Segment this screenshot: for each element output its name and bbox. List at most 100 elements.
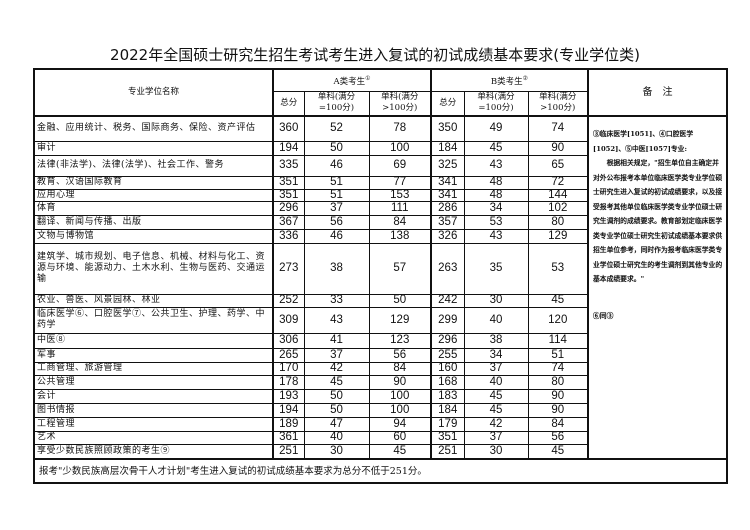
score-b-single-over: 74 — [527, 115, 589, 142]
score-b-total: 341 — [430, 175, 465, 190]
score-a-single-over: 90 — [368, 374, 432, 390]
remarks-line2: ⑥同③ — [593, 311, 614, 320]
score-b-total: 350 — [430, 115, 465, 142]
score-a-total: 194 — [272, 402, 305, 418]
remarks-cell: ③临床医学[1051]、④口腔医学[1052]、⑤中医[1057]专业: 根据相… — [587, 115, 728, 460]
score-b-single100: 45 — [463, 402, 529, 418]
score-b-single-over: 90 — [527, 402, 589, 418]
score-a-total: 360 — [272, 115, 305, 142]
score-b-single100: 48 — [463, 175, 529, 190]
score-a-single-over: 100 — [368, 402, 432, 418]
score-b-total: 255 — [430, 347, 465, 363]
score-a-total: 194 — [272, 140, 305, 156]
score-b-total: 325 — [430, 154, 465, 177]
score-b-single-over: 90 — [527, 140, 589, 156]
score-b-single-over: 74 — [527, 361, 589, 376]
footer-note: 报考"少数民族高层次骨干人才计划"考生进入复试的初试成绩基本要求为总分不低于25… — [33, 458, 728, 484]
score-b-single100: 30 — [463, 443, 529, 460]
score-a-single100: 30 — [303, 443, 370, 460]
table-row: 会计 193 50 100 183 45 90 — [33, 388, 727, 404]
major-name: 中医⑧ — [33, 332, 274, 349]
score-b-single100: 34 — [463, 347, 529, 363]
major-name: 工商管理、旅游管理 — [33, 361, 274, 376]
score-b-single100: 40 — [463, 306, 529, 334]
score-a-total: 265 — [272, 347, 305, 363]
score-a-single100: 45 — [303, 374, 370, 390]
score-a-single-over: 45 — [368, 443, 432, 460]
score-b-single100: 53 — [463, 214, 529, 230]
score-b-total: 299 — [430, 306, 465, 334]
major-name: 会计 — [33, 388, 274, 404]
table-row: 建筑学、城市规划、电子信息、机械、材料与化工、资源与环境、能源动力、土木水利、生… — [33, 242, 727, 295]
score-a-total: 189 — [272, 416, 305, 432]
score-a-single-over: 100 — [368, 388, 432, 404]
score-a-single100: 56 — [303, 214, 370, 230]
score-b-single-over: 129 — [527, 228, 589, 244]
score-a-single100: 50 — [303, 402, 370, 418]
score-a-total: 367 — [272, 214, 305, 230]
score-b-single-over: 53 — [527, 242, 589, 295]
score-b-single100: 43 — [463, 154, 529, 177]
major-name: 农业、兽医、风景园林、林业 — [33, 293, 274, 308]
score-a-single100: 37 — [303, 200, 370, 216]
score-b-total: 184 — [430, 402, 465, 418]
header-a-total: 总分 — [272, 90, 305, 117]
score-a-single100: 50 — [303, 140, 370, 156]
score-a-total: 178 — [272, 374, 305, 390]
score-a-total: 306 — [272, 332, 305, 349]
score-a-single100: 46 — [303, 154, 370, 177]
score-b-single100: 45 — [463, 388, 529, 404]
score-b-single100: 43 — [463, 228, 529, 244]
score-b-single100: 38 — [463, 332, 529, 349]
major-name: 审计 — [33, 140, 274, 156]
score-a-single-over: 138 — [368, 228, 432, 244]
table-row: 法律(非法学)、法律(法学)、社会工作、警务 335 46 69 325 43 65 — [33, 154, 727, 177]
score-b-single-over: 45 — [527, 293, 589, 308]
score-b-single-over: 102 — [527, 200, 589, 216]
major-name: 文物与博物馆 — [33, 228, 274, 244]
header-b-single100: 单科(满分=100分) — [463, 90, 529, 117]
score-a-single100: 52 — [303, 115, 370, 142]
major-name: 临床医学⑥、口腔医学⑦、公共卫生、护理、药学、中药学 — [33, 306, 274, 334]
score-a-total: 351 — [272, 175, 305, 190]
score-a-single-over: 84 — [368, 361, 432, 376]
score-a-single100: 51 — [303, 175, 370, 190]
major-name: 军事 — [33, 347, 274, 363]
score-b-single100: 40 — [463, 374, 529, 390]
header-a-single100: 单科(满分=100分) — [303, 90, 370, 117]
score-a-total: 193 — [272, 388, 305, 404]
score-b-single-over: 114 — [527, 332, 589, 349]
score-a-single-over: 57 — [368, 242, 432, 295]
score-b-total: 341 — [430, 188, 465, 202]
score-b-single100: 35 — [463, 242, 529, 295]
major-name: 工程管理 — [33, 416, 274, 432]
score-a-single-over: 69 — [368, 154, 432, 177]
score-a-single-over: 129 — [368, 306, 432, 334]
header-remarks: 备 注 — [587, 68, 728, 117]
header-b-total: 总分 — [430, 90, 465, 117]
score-a-single100: 37 — [303, 347, 370, 363]
score-b-total: 263 — [430, 242, 465, 295]
score-b-total: 179 — [430, 416, 465, 432]
score-a-total: 309 — [272, 306, 305, 334]
score-b-single-over: 84 — [527, 416, 589, 432]
header-a-single-over: 单科(满分>100分) — [368, 90, 432, 117]
major-name: 享受少数民族照顾政策的考生⑨ — [33, 443, 274, 460]
score-b-single-over: 120 — [527, 306, 589, 334]
score-a-single-over: 94 — [368, 416, 432, 432]
score-a-single100: 47 — [303, 416, 370, 432]
score-a-single100: 46 — [303, 228, 370, 244]
major-name: 公共管理 — [33, 374, 274, 390]
score-b-single100: 30 — [463, 293, 529, 308]
table-row: 金融、应用统计、税务、国际商务、保险、资产评估 360 52 78 350 49 74 ③临床… — [33, 115, 728, 460]
major-name: 艺术 — [33, 430, 274, 445]
score-a-total: 351 — [272, 188, 305, 202]
major-name: 金融、应用统计、税务、国际商务、保险、资产评估 — [33, 115, 274, 142]
score-b-total: 326 — [430, 228, 465, 244]
score-a-single100: 42 — [303, 361, 370, 376]
remarks-line1: ③临床医学[1051]、④口腔医学[1052]、⑤中医[1057]专业: — [593, 130, 694, 153]
score-b-single100: 45 — [463, 140, 529, 156]
score-b-single-over: 90 — [527, 388, 589, 404]
score-a-single-over: 111 — [368, 200, 432, 216]
score-a-single100: 41 — [303, 332, 370, 349]
